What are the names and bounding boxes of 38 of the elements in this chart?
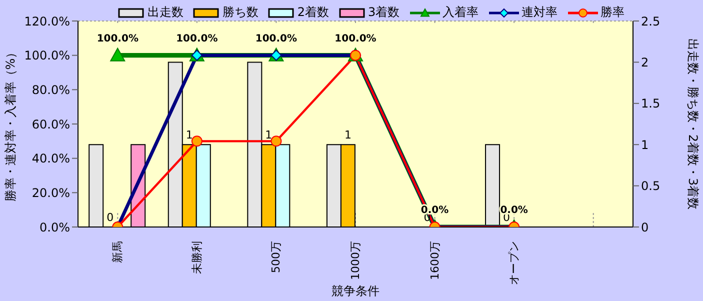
y-tick-label: 0.0% bbox=[40, 220, 70, 234]
x-tick-label: 新馬 bbox=[111, 241, 124, 263]
y2-tick-label: 2.5 bbox=[641, 14, 660, 28]
data-label: 1 bbox=[186, 128, 193, 142]
data-label: 100.0% bbox=[334, 33, 376, 44]
data-label: 0 bbox=[106, 210, 114, 224]
x-tick-label: 未勝利 bbox=[190, 241, 204, 274]
legend-label: 出走数 bbox=[147, 4, 184, 21]
y2-tick-label: 1.5 bbox=[641, 96, 660, 111]
y-tick-label: 40.0% bbox=[32, 152, 70, 166]
legend-label: 2着数 bbox=[297, 4, 329, 21]
x-axis-title: 競争条件 bbox=[332, 284, 380, 298]
legend-label: 3着数 bbox=[368, 4, 400, 21]
y-tick-label: 120.0% bbox=[24, 14, 70, 28]
x-tick-label: 1000万 bbox=[349, 241, 362, 280]
x-tick-label: オープン bbox=[508, 241, 521, 285]
legend-label: 勝率 bbox=[600, 4, 625, 21]
x-tick-label: 1600万 bbox=[428, 241, 442, 280]
y-tick-label: 20.0% bbox=[32, 186, 70, 200]
legend-label: 入着率 bbox=[442, 4, 479, 21]
data-label: 0.0% bbox=[500, 205, 528, 216]
y2-tick-label: 0 bbox=[641, 220, 649, 234]
y-tick-label: 80.0% bbox=[32, 82, 70, 97]
data-label: 100.0% bbox=[96, 33, 138, 44]
legend-label: 連対率 bbox=[522, 4, 558, 21]
y2-tick-label: 0.5 bbox=[641, 179, 660, 194]
y-tick-label: 60.0% bbox=[32, 117, 70, 132]
legend-label: 勝ち数 bbox=[222, 4, 258, 21]
data-label: 1 bbox=[265, 128, 272, 142]
data-label: 1 bbox=[344, 128, 352, 142]
data-label: 100.0% bbox=[176, 33, 218, 44]
y2-tick-label: 1 bbox=[641, 138, 649, 152]
y-axis-title: 勝率・連対率・入着率（%） bbox=[3, 46, 18, 202]
y2-axis-title: 出走数・勝ち数・2着数・3着数 bbox=[686, 38, 700, 210]
x-tick-label: 500万 bbox=[270, 241, 283, 273]
y-tick-label: 100.0% bbox=[24, 48, 70, 63]
y2-tick-label: 2 bbox=[641, 55, 649, 70]
data-label: 100.0% bbox=[255, 33, 298, 44]
